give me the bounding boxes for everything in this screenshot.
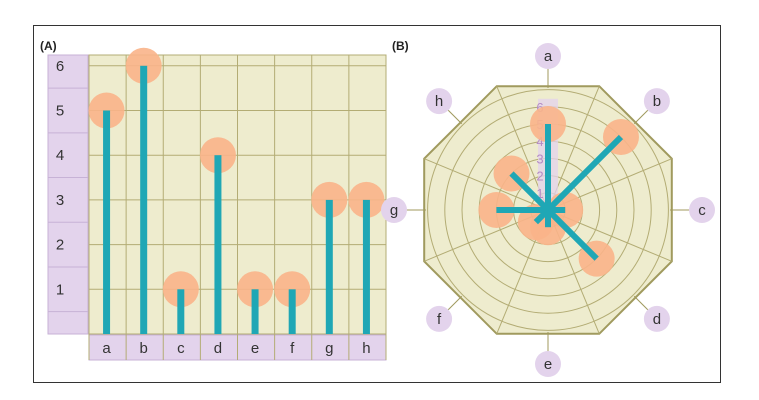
bar: [362, 199, 370, 334]
y-tick-label: 4: [56, 147, 64, 164]
radial-tick-label: 3: [536, 151, 543, 166]
category-label: c: [698, 202, 706, 219]
spoke: [545, 207, 599, 261]
category-label: a: [544, 48, 553, 65]
radial-tick-label: 2: [536, 169, 543, 184]
x-tick-label: b: [140, 340, 148, 357]
panel-label-a: (A): [40, 39, 57, 53]
radar-ring: [427, 89, 669, 331]
x-tick-label: d: [214, 340, 222, 357]
y-tick-label: 2: [56, 237, 64, 254]
bar: [140, 65, 148, 335]
bar: [177, 289, 185, 334]
plot-border: [88, 54, 387, 335]
bar: [214, 155, 222, 334]
category-label: b: [653, 93, 661, 110]
bar: [103, 110, 111, 334]
panel-label-b: (B): [392, 39, 409, 53]
category-label: f: [437, 311, 442, 328]
spoke: [545, 134, 624, 213]
radial-tick-label: 6: [536, 100, 543, 115]
bar: [288, 289, 296, 334]
category-label-circle: [426, 88, 453, 115]
category-label: g: [390, 202, 398, 219]
category-label-circle: [381, 197, 407, 223]
bar: [251, 289, 259, 334]
category-label-circle: [535, 351, 561, 377]
bar: [325, 199, 333, 334]
y-tick-label: 6: [56, 58, 64, 75]
category-label-circle: [426, 305, 453, 332]
category-label-circle: [689, 197, 715, 223]
x-tick-label: h: [362, 340, 370, 357]
category-label-circle: [643, 88, 670, 115]
radar-sector-line: [424, 158, 549, 211]
category-label: e: [544, 356, 552, 373]
figure-frame: [33, 25, 721, 383]
x-tick-label: c: [177, 340, 185, 357]
y-tick-label: 1: [56, 281, 64, 298]
x-tick-label: a: [102, 340, 111, 357]
category-label-circle: [643, 305, 670, 332]
y-tick-label: 3: [56, 192, 64, 209]
category-label: d: [653, 311, 661, 328]
category-label-circle: [535, 43, 561, 69]
bar-chart-panel: (A) 1 2 3 4 5 6 a b c d e f g h: [40, 39, 387, 361]
y-tick-label: 5: [56, 103, 64, 120]
spoke: [509, 171, 551, 213]
radial-tick-label: 1: [536, 186, 543, 201]
x-tick-label: e: [251, 340, 259, 357]
category-label: h: [435, 93, 443, 110]
x-tick-label: f: [290, 340, 295, 357]
y-axis-strip: [47, 54, 89, 335]
radial-tick-label: 4: [536, 134, 543, 149]
x-tick-label: g: [325, 340, 333, 357]
